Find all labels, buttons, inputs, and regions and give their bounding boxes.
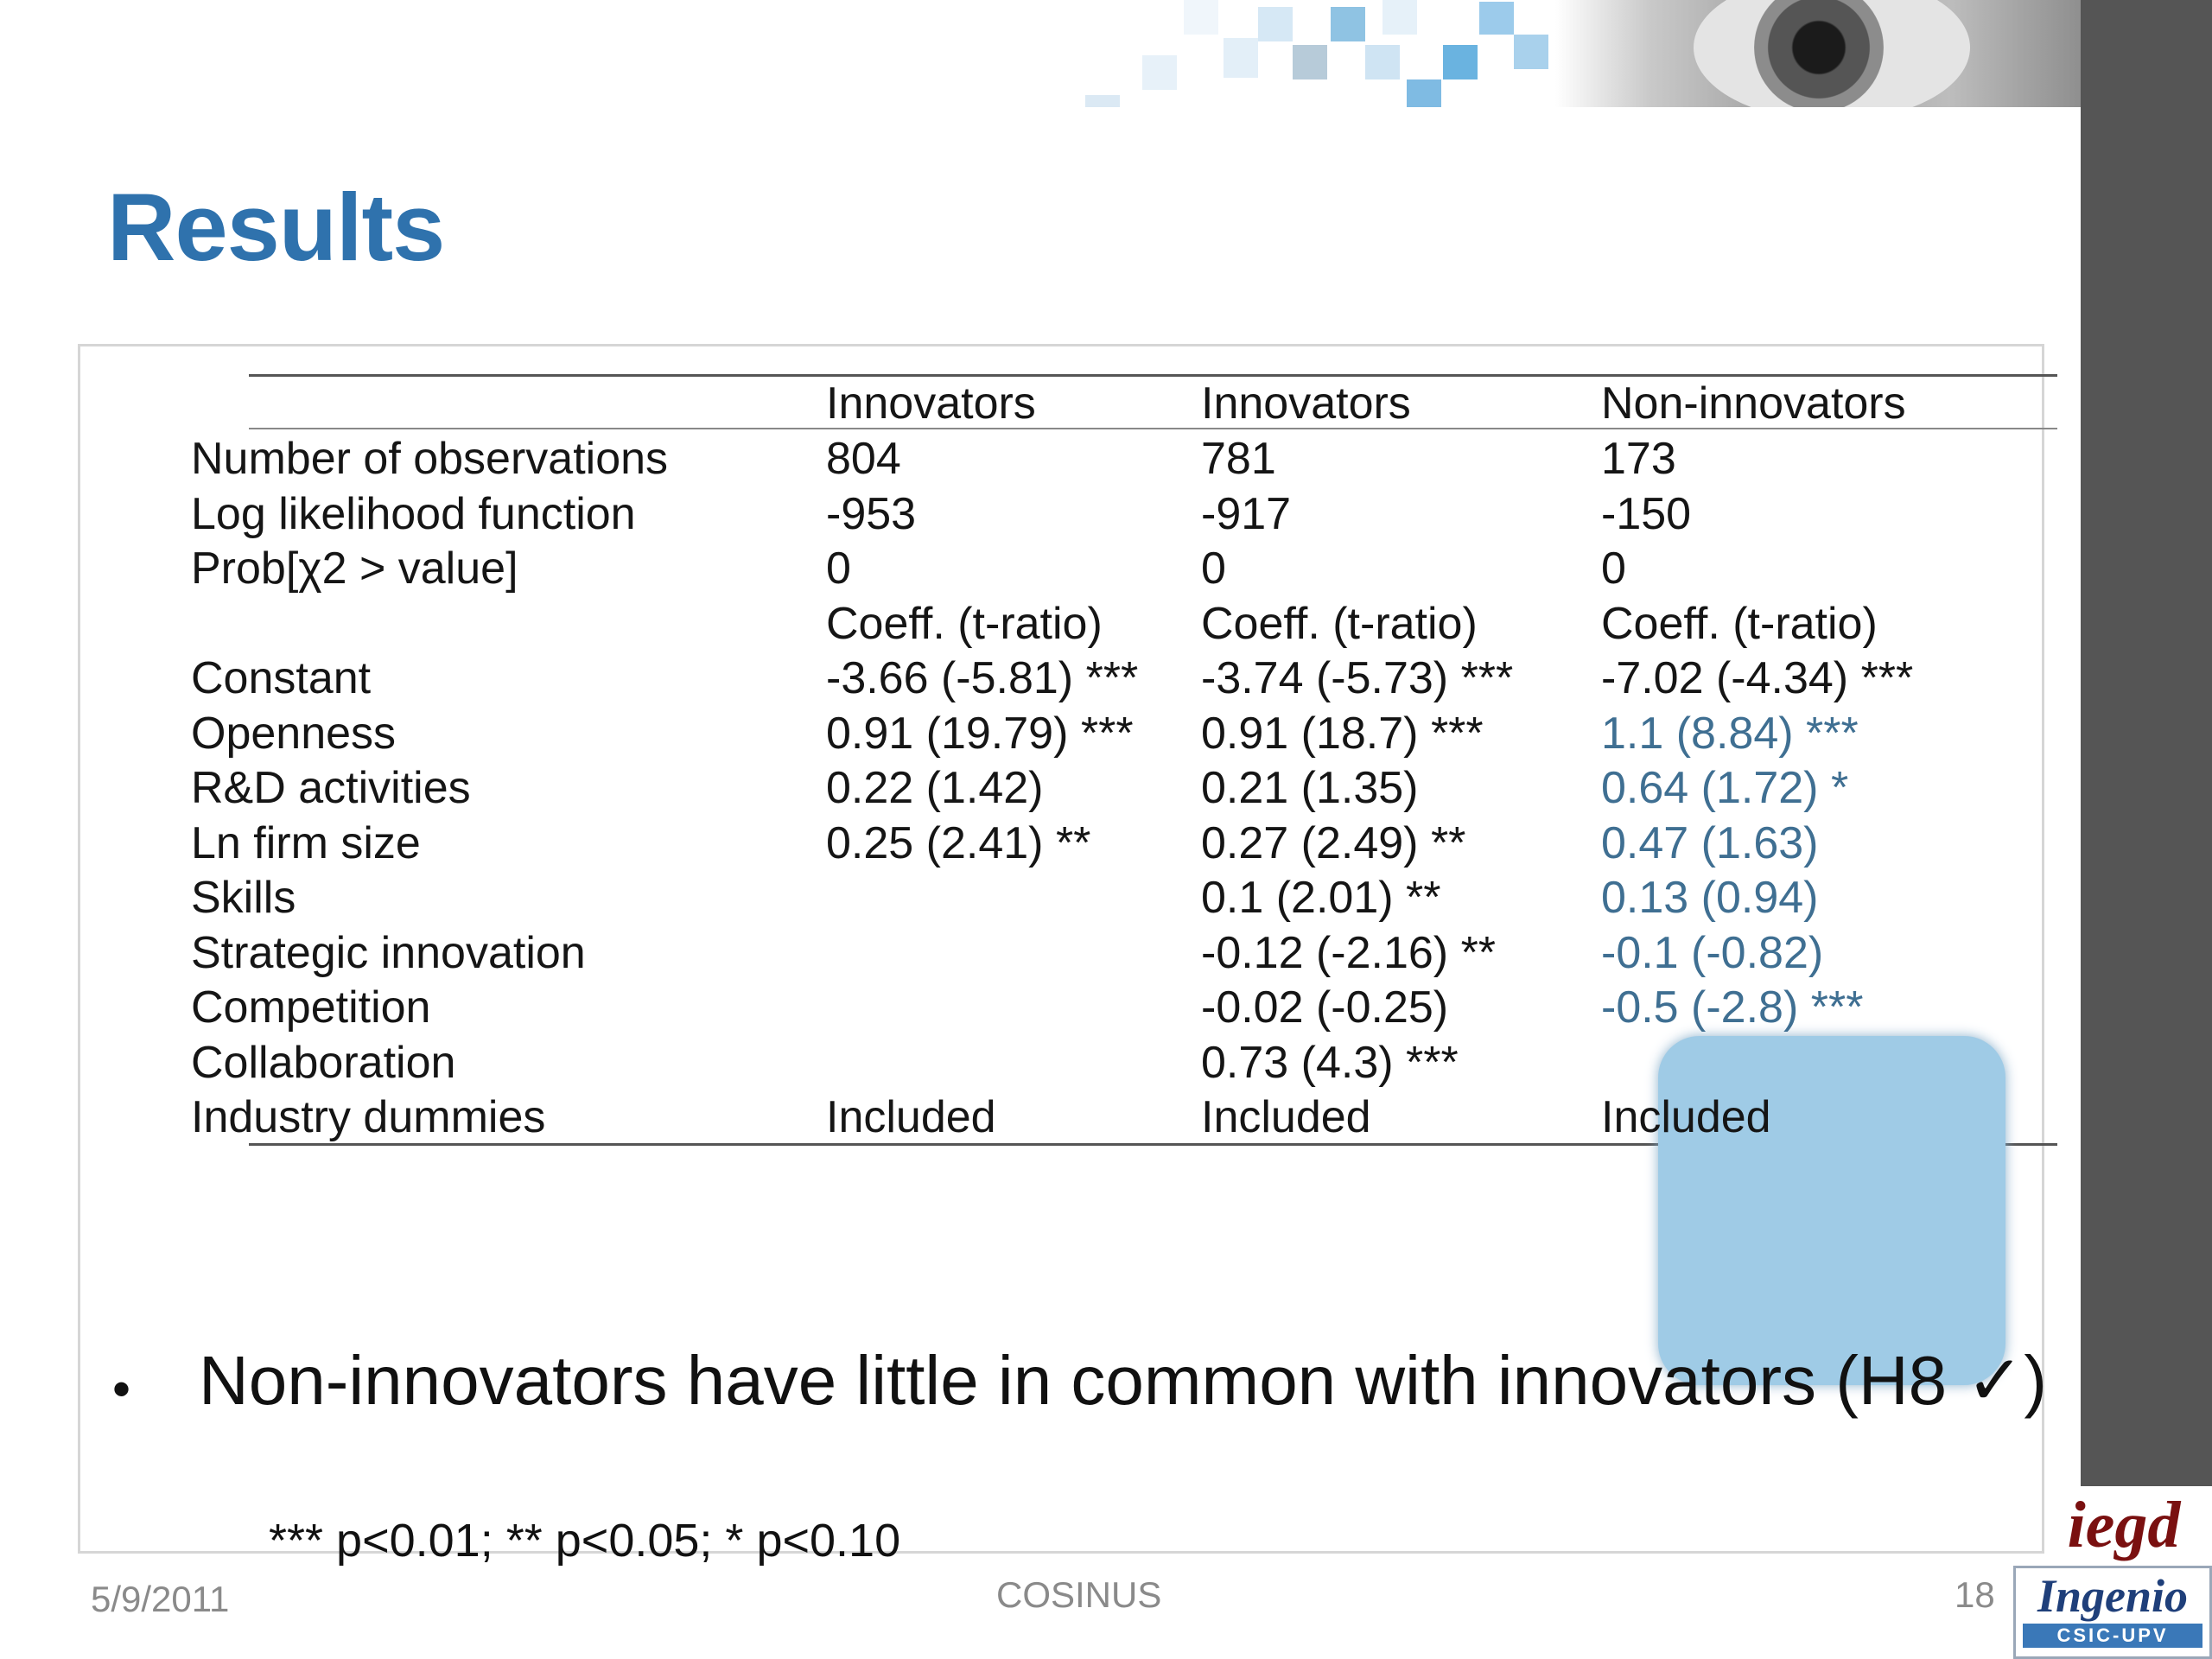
table-cell: 0 <box>826 543 851 594</box>
table-cell: -7.02 (-4.34) *** <box>1601 653 1914 703</box>
table-cell: Coeff. (t-ratio) <box>1601 598 1878 649</box>
row-label: Number of observations <box>191 434 669 484</box>
bullet-dot-icon: • <box>112 1360 131 1418</box>
page-number: 18 <box>1955 1574 1995 1615</box>
row-label: Openness <box>191 708 397 759</box>
table-cell: -3.74 (-5.73) *** <box>1201 653 1514 703</box>
eye-iris-icon <box>1754 0 1884 107</box>
table-cell: -150 <box>1601 488 1692 539</box>
table-cell: 0 <box>1601 543 1626 594</box>
table-cell: 0.91 (18.7) *** <box>1201 708 1484 759</box>
table-cell: 0.73 (4.3) *** <box>1201 1037 1459 1088</box>
table-cell: -953 <box>826 488 917 539</box>
table-cell: 0.13 (0.94) <box>1601 873 1819 923</box>
table-cell: 1.1 (8.84) *** <box>1601 708 1859 759</box>
table-cell: Included <box>1601 1092 1771 1142</box>
row-label: Collaboration <box>191 1037 456 1088</box>
bullet-text: Non-innovators have little in common wit… <box>199 1342 2048 1419</box>
footer-date: 5/9/2011 <box>91 1579 230 1619</box>
table-cell: 781 <box>1201 434 1276 484</box>
table-cell: 804 <box>826 434 901 484</box>
table-cell: 0.64 (1.72) * <box>1601 763 1849 813</box>
table-cell: Coeff. (t-ratio) <box>1201 598 1478 649</box>
column-header: Innovators <box>826 378 1036 429</box>
table-cell: -3.66 (-5.81) *** <box>826 653 1139 703</box>
row-label: Skills <box>191 873 296 923</box>
table-cell: -0.1 (-0.82) <box>1601 927 1824 978</box>
row-label: R&D activities <box>191 763 471 813</box>
row-label: Strategic innovation <box>191 927 586 978</box>
table-cell: -917 <box>1201 488 1292 539</box>
table-cell: 0.1 (2.01) ** <box>1201 873 1441 923</box>
content-frame: Innovators Innovators Non-innovators Number… <box>78 344 2057 1567</box>
table-cell: 0.25 (2.41) ** <box>826 817 1091 868</box>
row-label: Industry dummies <box>191 1092 546 1142</box>
header-banner <box>1071 0 2081 107</box>
table-cell: 0 <box>1201 543 1226 594</box>
table-cell: 0.47 (1.63) <box>1601 817 1819 868</box>
side-bar <box>2081 0 2212 1486</box>
table-cell: -0.12 (-2.16) ** <box>1201 927 1497 978</box>
table-bottom-rule <box>249 1143 2057 1146</box>
table-cell: -0.5 (-2.8) *** <box>1601 982 1864 1033</box>
header-rule <box>249 428 2057 429</box>
table-cell: 0.21 (1.35) <box>1201 763 1419 813</box>
table-cell: 173 <box>1601 434 1676 484</box>
table-footnote: *** p<0.01; ** p<0.05; * p<0.10 <box>269 1515 901 1567</box>
table-top-rule <box>249 374 2057 377</box>
column-header: Innovators <box>1201 378 1411 429</box>
table-cell: Included <box>826 1092 996 1142</box>
row-label: Competition <box>191 982 431 1033</box>
iegd-logo: iegd <box>2067 1489 2181 1561</box>
non-innovators-highlight <box>1658 1036 2005 1385</box>
footer-title: COSINUS <box>996 1574 1162 1615</box>
row-label: Constant <box>191 653 372 703</box>
table-cell: -0.02 (-0.25) <box>1201 982 1449 1033</box>
column-header: Non-innovators <box>1601 378 1906 429</box>
row-label: Ln firm size <box>191 817 421 868</box>
row-label: Prob[χ2 > value] <box>191 543 518 594</box>
ingenio-logo: Ingenio CSIC-UPV <box>2013 1566 2212 1659</box>
slide-title: Results <box>107 175 445 281</box>
row-label: Log likelihood function <box>191 488 636 539</box>
table-cell: 0.91 (19.79) *** <box>826 708 1134 759</box>
table-cell: 0.27 (2.49) ** <box>1201 817 1466 868</box>
table-cell: Included <box>1201 1092 1371 1142</box>
results-table: Innovators Innovators Non-innovators Number… <box>80 346 2057 1567</box>
table-cell: Coeff. (t-ratio) <box>826 598 1103 649</box>
table-cell: 0.22 (1.42) <box>826 763 1044 813</box>
